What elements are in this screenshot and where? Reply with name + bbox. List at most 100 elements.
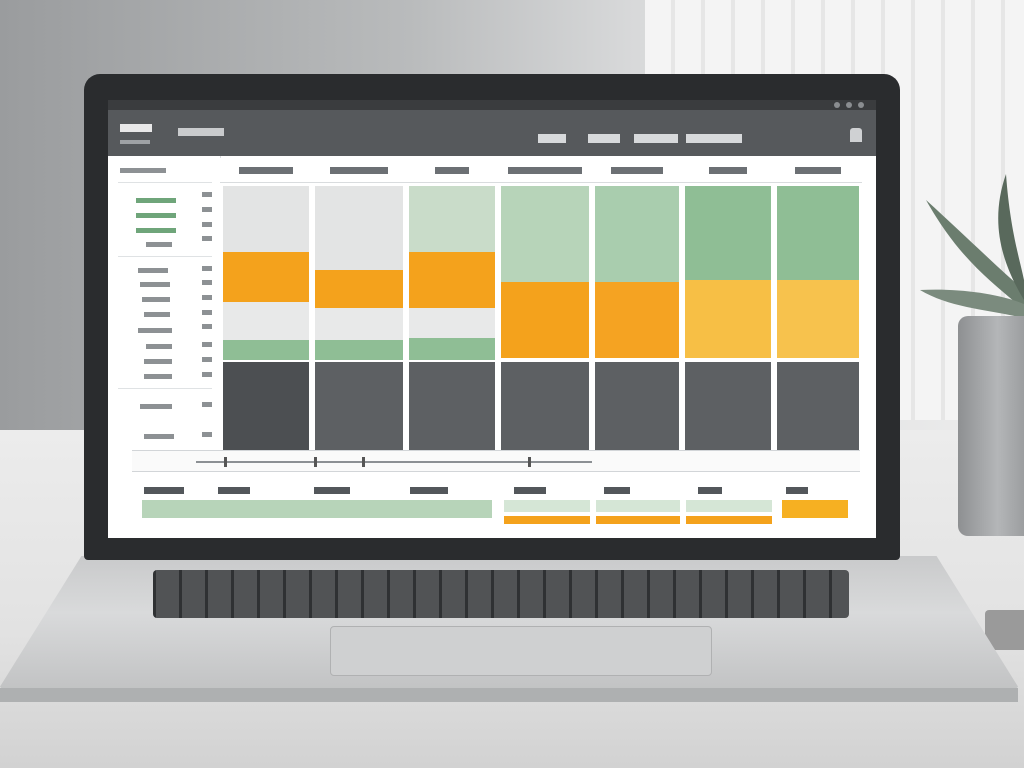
plant-leaves	[920, 174, 1024, 318]
cell-band-orange[interactable]	[501, 282, 589, 358]
row-value	[202, 324, 212, 329]
row-value	[202, 280, 212, 285]
slider-handle[interactable]	[224, 457, 227, 467]
column-header[interactable]	[312, 158, 406, 183]
cell-band-green-light[interactable]	[595, 186, 679, 282]
row-value	[202, 402, 212, 407]
column-total	[514, 487, 546, 494]
tab-2[interactable]	[588, 134, 620, 143]
minimize-icon[interactable]	[834, 102, 840, 108]
cell-band-green[interactable]	[223, 340, 309, 360]
summary-bar[interactable]	[504, 516, 590, 524]
cell-band-neutral[interactable]	[223, 186, 309, 252]
breadcrumb[interactable]	[178, 128, 224, 136]
row-labels-header	[120, 168, 166, 173]
tab-3[interactable]	[634, 134, 678, 143]
column-header[interactable]	[774, 158, 862, 183]
cell-band-orange[interactable]	[315, 270, 403, 308]
row-value	[202, 432, 212, 437]
slider-handle[interactable]	[528, 457, 531, 467]
row-label	[136, 198, 176, 203]
laptop-base-front	[0, 688, 1018, 702]
row-label	[144, 434, 174, 439]
cell-band-orange[interactable]	[595, 282, 679, 358]
column-total	[410, 487, 448, 494]
summary-bar[interactable]	[596, 516, 680, 524]
column-header[interactable]	[406, 158, 498, 183]
column-header[interactable]	[498, 158, 592, 183]
cell-band-orange[interactable]	[409, 252, 495, 308]
cell-band-green[interactable]	[409, 338, 495, 360]
summary-bar[interactable]	[504, 500, 590, 512]
row-value	[202, 295, 212, 300]
cell-band-green[interactable]	[685, 186, 771, 280]
close-icon[interactable]	[858, 102, 864, 108]
column-header[interactable]	[220, 158, 312, 183]
row-label	[136, 213, 176, 218]
cell-band-dark[interactable]	[501, 362, 589, 450]
grid-column[interactable]	[592, 158, 682, 508]
column-total	[604, 487, 630, 494]
row-label-panel	[108, 156, 221, 508]
lock-icon[interactable]	[850, 128, 862, 142]
touchpad	[330, 626, 712, 676]
cell-band-green-light[interactable]	[501, 186, 589, 282]
summary-bar[interactable]	[782, 500, 848, 518]
row-value	[202, 357, 212, 362]
column-total	[698, 487, 722, 494]
grid-column[interactable]	[220, 158, 312, 508]
row-label	[140, 282, 170, 287]
cell-band-dark[interactable]	[777, 362, 859, 450]
app-logo	[120, 124, 152, 132]
row-label	[138, 268, 168, 273]
cell-band-orange-light[interactable]	[777, 280, 859, 358]
row-value	[202, 222, 212, 227]
plant-pot	[958, 316, 1024, 536]
grid-column[interactable]	[498, 158, 592, 508]
app-window	[108, 100, 876, 538]
grid-column[interactable]	[312, 158, 406, 508]
cell-band-dark[interactable]	[315, 362, 403, 450]
cell-band-neutral[interactable]	[223, 302, 309, 340]
summary-bar[interactable]	[596, 500, 680, 512]
row-label	[136, 228, 176, 233]
column-header[interactable]	[592, 158, 682, 183]
slider-handle[interactable]	[314, 457, 317, 467]
cell-band-neutral[interactable]	[315, 186, 403, 270]
column-header[interactable]	[682, 158, 774, 183]
totals-row	[132, 478, 860, 538]
grid-column[interactable]	[774, 158, 862, 508]
divider	[118, 256, 212, 257]
cell-band-orange-light[interactable]	[685, 280, 771, 358]
summary-bar[interactable]	[142, 500, 492, 518]
maximize-icon[interactable]	[846, 102, 852, 108]
app-subtitle	[120, 140, 150, 144]
grid-column[interactable]	[682, 158, 774, 508]
row-value	[202, 310, 212, 315]
cell-band-orange[interactable]	[223, 252, 309, 302]
cell-band-neutral[interactable]	[315, 308, 403, 340]
row-label	[146, 344, 172, 349]
grid-column[interactable]	[406, 158, 498, 508]
cell-band-neutral[interactable]	[409, 308, 495, 338]
timeline-slider[interactable]	[196, 461, 592, 463]
cell-band-dark[interactable]	[685, 362, 771, 450]
cell-band-dark[interactable]	[223, 362, 309, 450]
cell-band-dark[interactable]	[595, 362, 679, 450]
cell-band-green[interactable]	[315, 340, 403, 360]
row-label	[144, 374, 172, 379]
cell-band-dark[interactable]	[409, 362, 495, 450]
divider	[118, 182, 212, 183]
tab-4[interactable]	[686, 134, 742, 143]
summary-bar[interactable]	[686, 516, 772, 524]
row-value	[202, 372, 212, 377]
slider-handle[interactable]	[362, 457, 365, 467]
cell-band-green[interactable]	[777, 186, 859, 280]
row-value	[202, 207, 212, 212]
row-label	[144, 312, 170, 317]
cell-band-green-light[interactable]	[409, 186, 495, 252]
tab-1[interactable]	[538, 134, 566, 143]
row-value	[202, 266, 212, 271]
summary-bar[interactable]	[686, 500, 772, 512]
row-label	[140, 404, 172, 409]
